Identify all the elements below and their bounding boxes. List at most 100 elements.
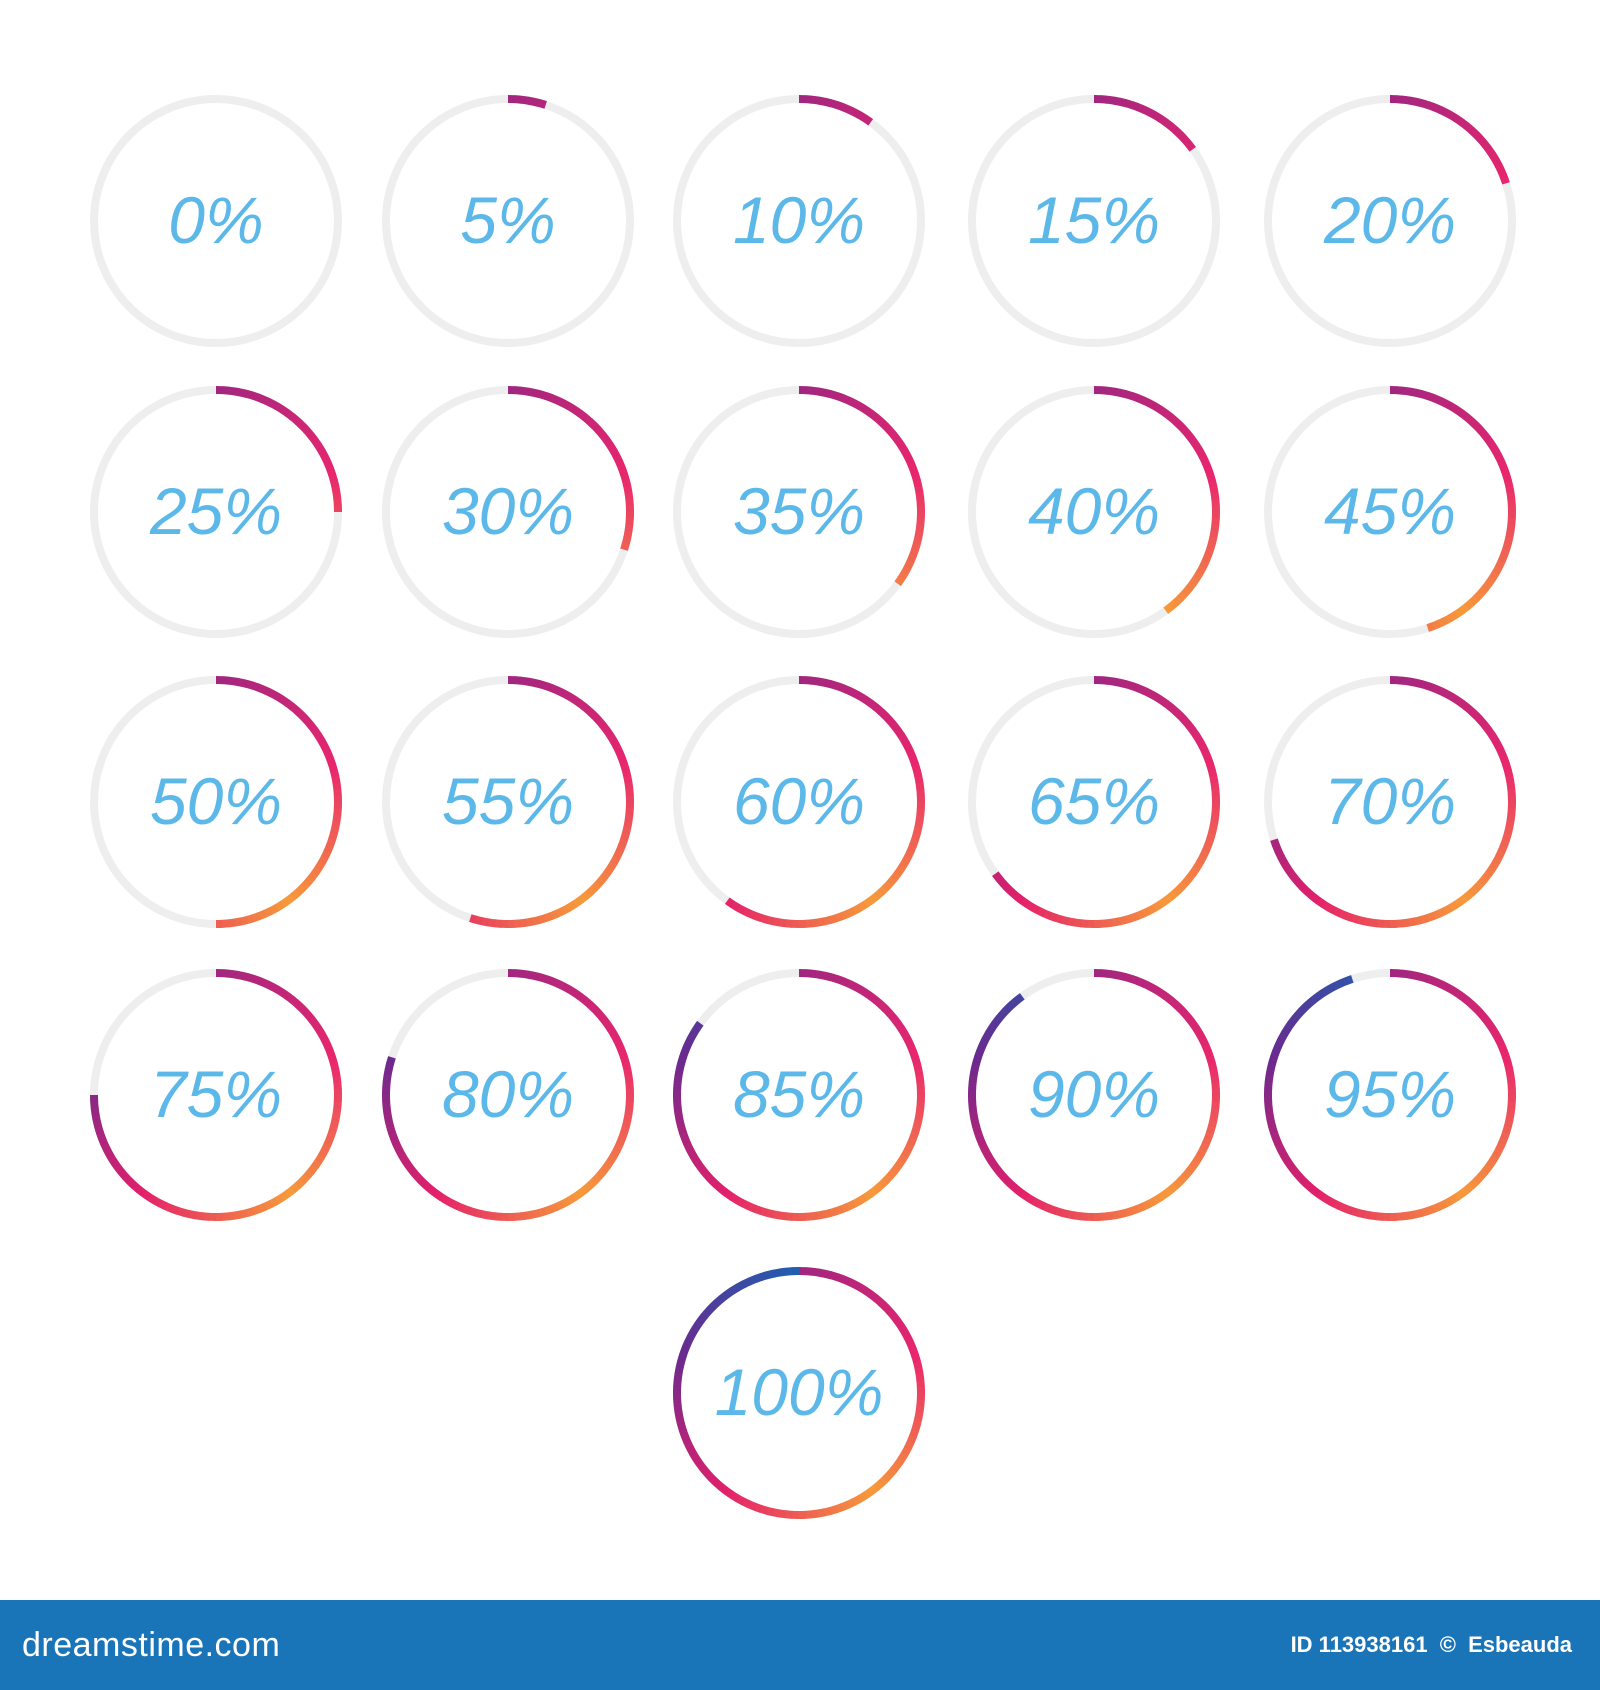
progress-arc-segment (1199, 454, 1210, 465)
progress-arc-segment (609, 1148, 621, 1159)
progress-arc-segment (1112, 677, 1121, 687)
progress-arc-segment (603, 1020, 614, 1032)
progress-arc-segment (610, 739, 621, 749)
progress-arc-segment (1274, 1037, 1286, 1048)
progress-arc-segment (852, 982, 863, 994)
progress-arc-segment (1177, 1005, 1188, 1017)
progress-arc-segment (1488, 1153, 1500, 1165)
progress-arc-segment (1203, 1131, 1214, 1141)
progress-arc-segment (1332, 979, 1343, 990)
progress-arc-segment (890, 1164, 901, 1175)
progress-arc-segment (606, 1153, 618, 1165)
progress-arc-segment (1158, 115, 1169, 126)
progress-arc-segment (1141, 686, 1152, 698)
progress-arc-segment (615, 844, 626, 854)
progress-arc-segment (599, 1164, 610, 1175)
progress-arc-segment (873, 1295, 884, 1306)
progress-arc-segment (914, 485, 924, 495)
progress-arc-segment (719, 1484, 730, 1495)
progress-arc-segment (623, 775, 633, 785)
progress-arc-segment (1437, 617, 1448, 628)
progress-arc-segment (318, 1032, 329, 1042)
progress-arc-segment (1443, 399, 1454, 411)
progress-arc-segment (1420, 1207, 1429, 1217)
progress-arc-segment (1189, 866, 1200, 877)
progress-arc-segment (877, 1476, 889, 1487)
progress-arc-segment (679, 1428, 689, 1439)
progress-arc-segment (705, 1303, 716, 1315)
progress-arc-segment (1431, 909, 1442, 920)
progress-arc-segment (1163, 993, 1174, 1004)
progress-arc-segment (909, 1049, 919, 1060)
progress-arc-segment (1264, 1106, 1274, 1115)
progress-arc-segment (1448, 985, 1460, 997)
progress-arc-segment (852, 904, 862, 915)
progress-arc-segment (1268, 1125, 1278, 1134)
progress-ring-label: 85% (733, 1057, 865, 1131)
progress-arc-segment (328, 473, 338, 482)
progress-arc-segment (1118, 971, 1128, 982)
progress-arc-segment (1507, 788, 1516, 797)
progress-arc-segment (438, 1193, 450, 1205)
progress-arc-segment (1203, 548, 1214, 558)
progress-ring-label: 20% (1323, 183, 1456, 257)
progress-arc-segment (269, 982, 280, 994)
progress-arc-segment (332, 1107, 342, 1116)
progress-arc-segment (1272, 1043, 1283, 1053)
progress-arc-segment (326, 466, 336, 477)
progress-arc-segment (1189, 1020, 1200, 1032)
progress-arc-segment (189, 1210, 198, 1220)
progress-arc-segment (976, 1136, 987, 1147)
progress-arc-segment (1464, 997, 1475, 1008)
progress-arc-segment (1060, 915, 1070, 926)
progress-arc-segment (906, 1137, 917, 1147)
progress-arc-segment (705, 1471, 716, 1483)
progress-arc-segment (279, 1190, 291, 1201)
progress-arc-segment (912, 479, 923, 488)
progress-arc-segment (1129, 1205, 1140, 1215)
progress-arc-segment (697, 1313, 708, 1324)
progress-arc-segment (1277, 855, 1288, 865)
progress-arc-segment (314, 1026, 326, 1037)
progress-arc-segment (113, 1163, 125, 1175)
progress-arc-segment (576, 1186, 588, 1198)
progress-arc-segment (494, 1212, 502, 1221)
progress-arc-segment (1402, 95, 1411, 105)
progress-arc-segment (331, 1113, 341, 1122)
progress-arc-segment (863, 115, 874, 126)
progress-arc-segment (817, 970, 826, 980)
progress-arc-segment (623, 820, 633, 829)
progress-arc-segment (382, 1081, 391, 1089)
progress-arc-segment (1172, 708, 1184, 719)
brand-logo[interactable]: dreamstime.com (22, 1625, 281, 1664)
progress-arc-segment (1130, 392, 1140, 403)
progress-arc-segment (1206, 763, 1216, 772)
progress-arc-segment (252, 392, 262, 403)
author-name[interactable]: Esbeauda (1468, 1632, 1572, 1657)
image-id: ID 113938161 (1290, 1632, 1428, 1657)
progress-arc-segment (877, 885, 889, 896)
progress-arc-segment (1402, 386, 1411, 396)
progress-arc-segment (1284, 1020, 1295, 1031)
progress-arc-segment (328, 1056, 338, 1065)
progress-arc-segment (1454, 696, 1465, 707)
progress-arc-segment (1181, 427, 1193, 439)
progress-arc-segment (1106, 969, 1115, 979)
progress-arc-segment (693, 1158, 704, 1170)
progress-arc-segment (852, 1280, 863, 1292)
progress-arc-segment (872, 1480, 884, 1492)
progress-arc-segment (1402, 676, 1411, 686)
progress-arc-segment (532, 971, 542, 982)
progress-arc-segment (772, 1210, 781, 1220)
progress-arc-segment (681, 1043, 692, 1053)
progress-ring-arc (1389, 385, 1517, 632)
progress-arc-segment (284, 893, 296, 905)
progress-arc-segment (612, 849, 624, 860)
progress-arc-segment (572, 696, 583, 707)
progress-arc-segment (1437, 907, 1448, 918)
progress-arc-segment (846, 105, 857, 117)
progress-arc-segment (1060, 1208, 1070, 1219)
progress-arc-segment (621, 826, 632, 836)
progress-arc-segment (753, 1502, 763, 1513)
progress-arc-segment (333, 788, 342, 797)
